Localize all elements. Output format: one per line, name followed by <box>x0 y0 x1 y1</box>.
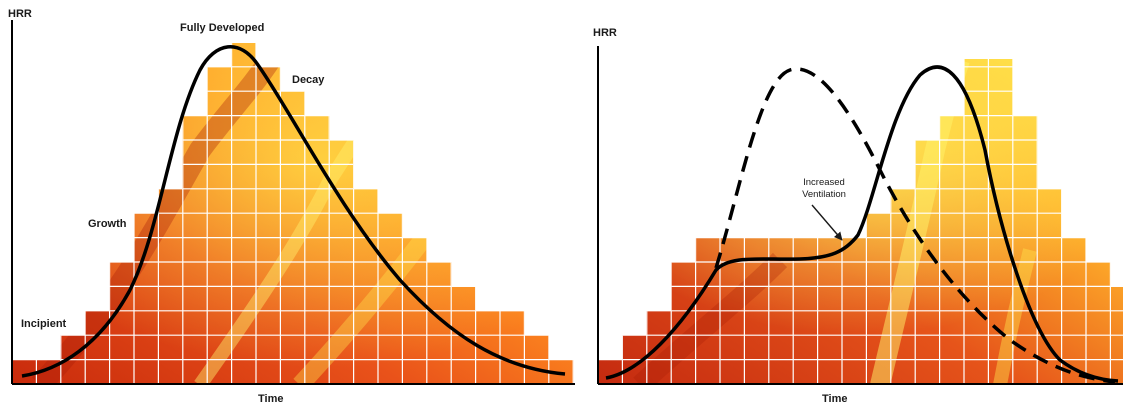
left-panel: HRR Time Incipient Growth Fully Develope… <box>8 8 575 405</box>
stage-label-growth: Growth <box>88 218 127 230</box>
left-hrr-curve <box>21 45 566 378</box>
right-actual-hrr-curve <box>605 65 1119 383</box>
right-x-axis-label: Time <box>822 393 847 405</box>
left-y-axis-label: HRR <box>8 8 32 20</box>
annotation-arrow <box>811 204 843 241</box>
annotation-line-2: Ventilation <box>802 189 846 200</box>
right-panel: HRR Time Increased Ventilation <box>593 27 1123 405</box>
right-y-axis-label: HRR <box>593 27 617 39</box>
right-expected-hrr-curve-dashed <box>714 67 1116 384</box>
left-x-axis-label: Time <box>258 393 283 405</box>
left-fire-blocks <box>12 42 574 384</box>
stage-label-decay: Decay <box>292 74 325 86</box>
annotation-line-1: Increased <box>803 177 845 188</box>
stage-label-incipient: Incipient <box>21 318 67 330</box>
stage-label-fully-developed: Fully Developed <box>180 22 264 34</box>
